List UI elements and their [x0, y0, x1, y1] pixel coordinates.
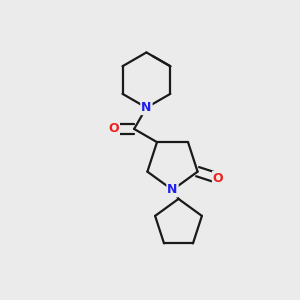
- Text: O: O: [213, 172, 224, 185]
- Text: O: O: [108, 122, 119, 135]
- Text: N: N: [141, 101, 152, 114]
- Text: N: N: [167, 183, 178, 196]
